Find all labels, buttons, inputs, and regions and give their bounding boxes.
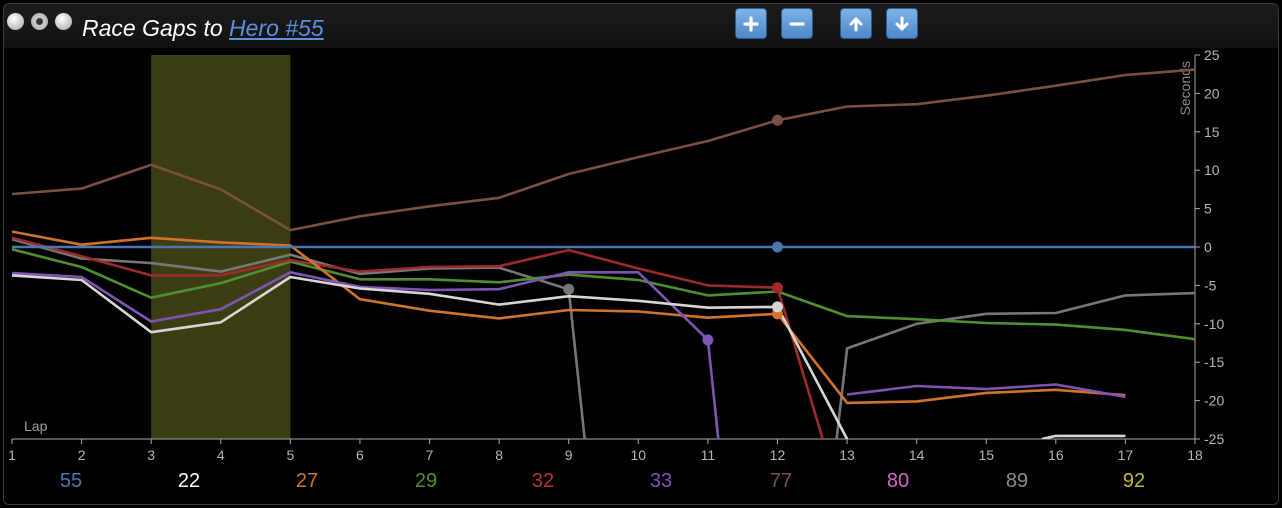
title-prefix: Race Gaps to	[82, 15, 223, 41]
x-tick-label: 6	[356, 447, 364, 463]
legend-item-32[interactable]: 32	[531, 470, 555, 492]
legend-item-27[interactable]: 27	[295, 470, 319, 492]
series-line-33	[846, 383, 1126, 399]
minimize-icon[interactable]	[31, 13, 48, 30]
scroll-down-button[interactable]	[886, 8, 918, 39]
x-tick-label: 3	[147, 447, 155, 463]
zoom-in-button[interactable]	[735, 8, 767, 39]
zoom-out-button[interactable]	[781, 8, 813, 39]
x-tick-label: 2	[78, 447, 86, 463]
legend-item-29[interactable]: 29	[414, 470, 438, 492]
scroll-up-button[interactable]	[840, 8, 872, 39]
window-title: Race Gaps to Hero #55	[82, 15, 324, 42]
series-line-32	[12, 236, 824, 439]
series-marker-55	[771, 241, 783, 253]
y-tick-label: 5	[1204, 201, 1212, 217]
y-tick-label: 20	[1204, 85, 1220, 101]
legend-item-22[interactable]: 22	[177, 470, 201, 492]
x-tick-label: 1	[8, 447, 16, 463]
legend-item-92[interactable]: 92	[1122, 470, 1146, 492]
x-tick-label: 13	[839, 447, 855, 463]
legend-item-89[interactable]: 89	[1005, 470, 1029, 492]
x-tick-label: 10	[631, 447, 647, 463]
legend-item-55[interactable]: 55	[59, 470, 83, 492]
maximize-icon[interactable]	[55, 13, 72, 30]
x-tick-label: 16	[1048, 447, 1064, 463]
y-tick-label: 25	[1204, 47, 1220, 63]
y-axis-label: Seconds	[1177, 61, 1193, 115]
minus-icon	[789, 21, 805, 26]
close-icon[interactable]	[7, 13, 24, 30]
series-line-33	[12, 270, 720, 439]
y-tick-label: -5	[1204, 277, 1217, 293]
legend-item-33[interactable]: 33	[649, 470, 673, 492]
legend: 55 22 27 29 32 33 77 80 89 92	[0, 470, 1282, 500]
y-tick-label: 0	[1204, 239, 1212, 255]
y-tick-label: -25	[1204, 431, 1224, 447]
arrow-up-icon	[849, 17, 863, 31]
x-tick-label: 12	[770, 447, 786, 463]
series-marker-32	[771, 282, 783, 294]
plus-icon	[743, 15, 759, 32]
x-tick-label: 7	[426, 447, 434, 463]
x-tick-label: 9	[565, 447, 573, 463]
gap-chart: 1 2 3 4 5 6 7 8 9 10 11 12 13 14 15 16 17 182520151050-5-…	[8, 47, 1224, 463]
series-line-89	[835, 291, 1195, 439]
hero-link[interactable]: Hero #55	[229, 15, 324, 41]
series-line-22	[12, 274, 849, 439]
x-tick-label: 5	[286, 447, 294, 463]
legend-item-80[interactable]: 80	[886, 470, 910, 492]
series-marker-22	[771, 301, 783, 313]
series-line-89	[12, 238, 586, 439]
x-tick-label: 11	[701, 447, 716, 463]
x-tick-label: 18	[1187, 447, 1203, 463]
series-line-27	[12, 230, 1126, 405]
series-group	[12, 68, 1195, 439]
y-tick-label: 15	[1204, 124, 1220, 140]
series-line-77	[12, 68, 1195, 232]
series-line-29	[12, 248, 1195, 341]
x-tick-label: 15	[978, 447, 994, 463]
series-marker-89	[563, 283, 575, 295]
arrow-down-icon	[895, 16, 909, 30]
series-line-22	[1041, 434, 1126, 439]
series-marker-33	[702, 334, 714, 346]
x-tick-label: 17	[1118, 447, 1134, 463]
x-axis-label: Lap	[24, 418, 48, 434]
x-tick-label: 14	[909, 447, 925, 463]
x-tick-label: 8	[495, 447, 503, 463]
y-tick-label: 10	[1204, 162, 1220, 178]
series-marker-77	[771, 114, 783, 126]
legend-item-77[interactable]: 77	[769, 470, 793, 492]
y-tick-label: -10	[1204, 316, 1224, 332]
x-tick-label: 4	[217, 447, 225, 463]
y-tick-label: -15	[1204, 354, 1224, 370]
y-tick-label: -20	[1204, 393, 1224, 409]
title-bar[interactable]: Race Gaps to Hero #55	[4, 4, 1278, 48]
